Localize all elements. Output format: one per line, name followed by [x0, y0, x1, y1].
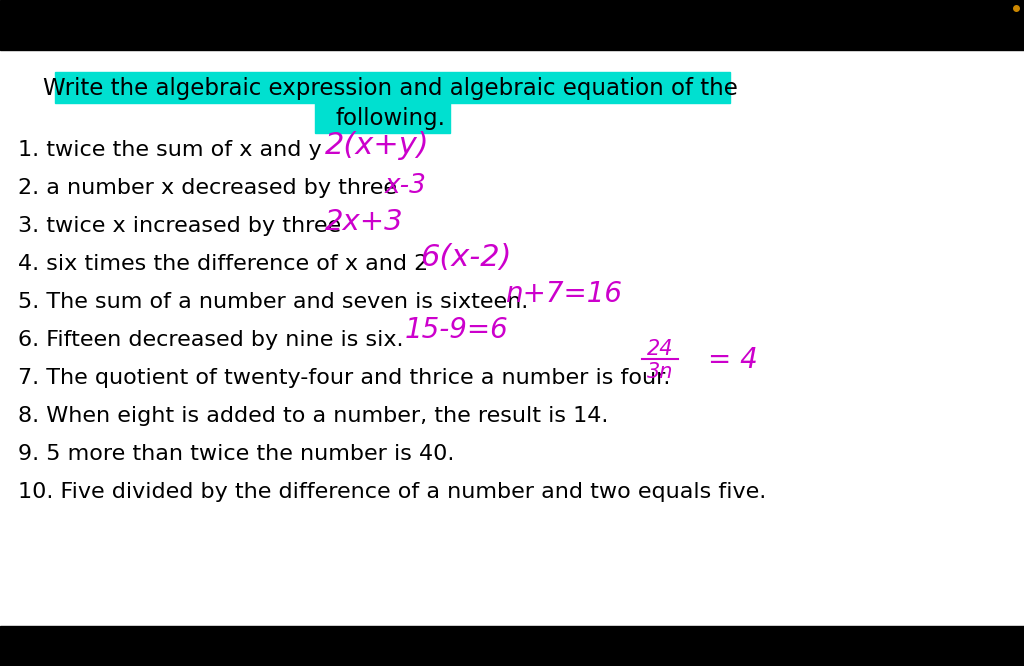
Text: 7. The quotient of twenty-four and thrice a number is four.: 7. The quotient of twenty-four and thric…	[18, 368, 671, 388]
Bar	[0, 626, 1024, 666]
Text: 4. six times the difference of x and 2: 4. six times the difference of x and 2	[18, 254, 428, 274]
Text: 6(x-2): 6(x-2)	[420, 244, 512, 272]
Text: 6. Fifteen decreased by nine is six.: 6. Fifteen decreased by nine is six.	[18, 330, 403, 350]
Text: 24: 24	[647, 339, 673, 359]
Text: 2(x+y): 2(x+y)	[325, 131, 430, 159]
Text: following.: following.	[335, 107, 445, 129]
Text: n+7=16: n+7=16	[505, 280, 622, 308]
Text: 1. twice the sum of x and y: 1. twice the sum of x and y	[18, 140, 322, 160]
Bar	[315, 103, 450, 133]
Text: 3n: 3n	[647, 362, 673, 382]
Text: Write the algebraic expression and algebraic equation of the: Write the algebraic expression and algeb…	[43, 77, 737, 99]
Text: 10. Five divided by the difference of a number and two equals five.: 10. Five divided by the difference of a …	[18, 482, 766, 502]
Bar	[55, 72, 730, 103]
Text: 9. 5 more than twice the number is 40.: 9. 5 more than twice the number is 40.	[18, 444, 455, 464]
Text: 2. a number x decreased by three: 2. a number x decreased by three	[18, 178, 397, 198]
Text: 8. When eight is added to a number, the result is 14.: 8. When eight is added to a number, the …	[18, 406, 608, 426]
Text: 2x+3: 2x+3	[325, 208, 403, 236]
Text: x-3: x-3	[385, 173, 427, 199]
Text: 5. The sum of a number and seven is sixteen.: 5. The sum of a number and seven is sixt…	[18, 292, 528, 312]
Text: 3. twice x increased by three: 3. twice x increased by three	[18, 216, 341, 236]
Text: 15-9=6: 15-9=6	[406, 316, 509, 344]
Text: = 4: = 4	[708, 346, 758, 374]
Bar	[0, 0, 1024, 50]
